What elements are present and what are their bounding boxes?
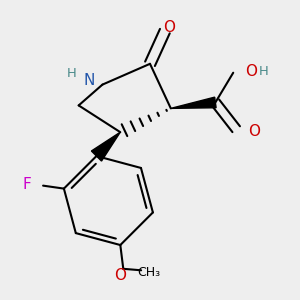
- Text: O: O: [248, 124, 260, 139]
- Polygon shape: [92, 132, 120, 161]
- Text: N: N: [83, 73, 95, 88]
- Text: H: H: [66, 67, 76, 80]
- Polygon shape: [171, 97, 216, 108]
- Text: H: H: [259, 65, 268, 78]
- Text: O: O: [245, 64, 257, 79]
- Text: F: F: [22, 177, 31, 192]
- Text: O: O: [114, 268, 126, 283]
- Text: CH₃: CH₃: [137, 266, 160, 279]
- Text: O: O: [163, 20, 175, 35]
